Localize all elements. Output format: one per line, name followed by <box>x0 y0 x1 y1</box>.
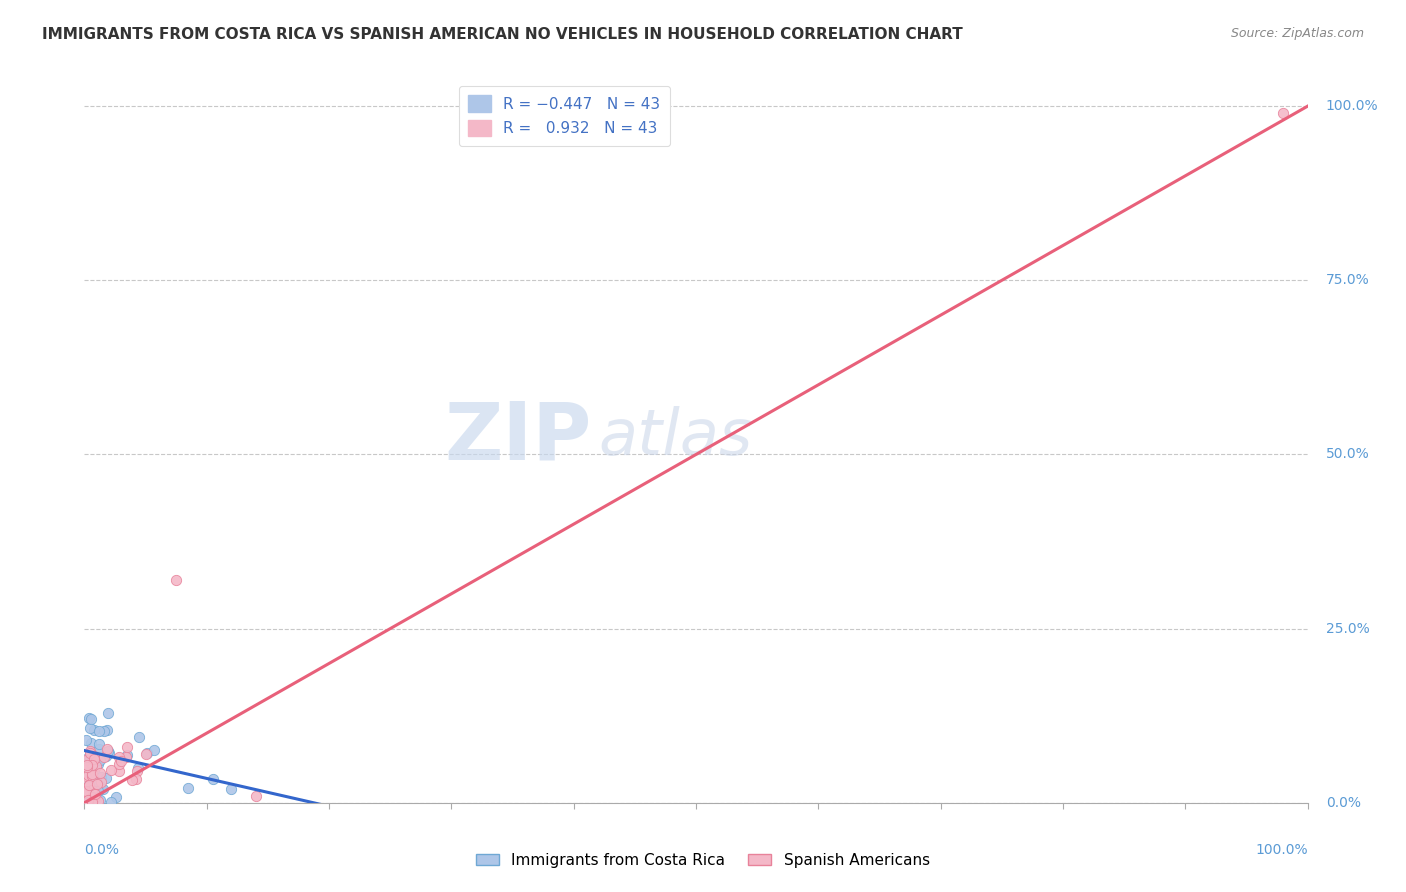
Point <box>96 742 118 756</box>
Point <box>135 747 157 761</box>
Point <box>77 765 100 780</box>
Point <box>1272 106 1295 120</box>
Point <box>86 794 108 808</box>
Point <box>80 766 103 780</box>
Point <box>83 763 105 777</box>
Point <box>80 790 103 805</box>
Point <box>245 789 267 803</box>
Point <box>86 777 108 791</box>
Point <box>125 772 148 786</box>
Point <box>177 780 200 795</box>
Point <box>96 723 118 737</box>
Point <box>97 744 120 758</box>
Point <box>83 749 105 764</box>
Point <box>76 758 98 772</box>
Point <box>90 775 112 789</box>
Text: ZIP: ZIP <box>444 398 592 476</box>
Point <box>75 752 97 766</box>
Point <box>94 772 117 786</box>
Point <box>76 760 98 774</box>
Point <box>84 758 107 772</box>
Point <box>77 778 100 792</box>
Point <box>110 754 132 768</box>
Point <box>201 772 224 787</box>
Text: 50.0%: 50.0% <box>1326 448 1369 461</box>
Point <box>165 573 187 587</box>
Point <box>87 757 110 772</box>
Point <box>91 782 114 797</box>
Point <box>79 752 101 766</box>
Point <box>83 790 105 805</box>
Point <box>87 783 110 797</box>
Text: 0.0%: 0.0% <box>84 843 120 857</box>
Point <box>87 742 110 756</box>
Point <box>82 758 104 772</box>
Point <box>127 764 149 778</box>
Legend: Immigrants from Costa Rica, Spanish Americans: Immigrants from Costa Rica, Spanish Amer… <box>470 847 936 873</box>
Point <box>75 753 97 767</box>
Text: 100.0%: 100.0% <box>1256 843 1308 857</box>
Point <box>75 732 97 747</box>
Point <box>93 724 115 739</box>
Text: 100.0%: 100.0% <box>1326 99 1378 113</box>
Point <box>90 770 112 784</box>
Point <box>79 721 101 735</box>
Text: 0.0%: 0.0% <box>1326 796 1361 810</box>
Point <box>136 747 159 761</box>
Point <box>87 724 110 739</box>
Point <box>128 730 150 744</box>
Point <box>89 753 111 767</box>
Point <box>142 743 165 757</box>
Point <box>84 773 107 788</box>
Point <box>115 740 138 755</box>
Point <box>121 773 143 788</box>
Point <box>97 706 120 720</box>
Point <box>100 763 122 777</box>
Point <box>77 767 100 781</box>
Point <box>94 748 117 763</box>
Point <box>108 749 131 764</box>
Point <box>75 784 97 798</box>
Point <box>127 761 149 775</box>
Point <box>90 780 112 795</box>
Point <box>98 746 121 760</box>
Point <box>89 737 111 751</box>
Point <box>89 766 111 780</box>
Point <box>108 756 131 771</box>
Point <box>82 791 104 805</box>
Legend: R = −0.447   N = 43, R =   0.932   N = 43: R = −0.447 N = 43, R = 0.932 N = 43 <box>458 87 669 145</box>
Point <box>80 794 103 808</box>
Point <box>82 795 104 809</box>
Point <box>105 790 128 805</box>
Text: IMMIGRANTS FROM COSTA RICA VS SPANISH AMERICAN NO VEHICLES IN HOUSEHOLD CORRELAT: IMMIGRANTS FROM COSTA RICA VS SPANISH AM… <box>42 27 963 42</box>
Point <box>77 711 100 725</box>
Point <box>79 744 101 758</box>
Point <box>80 782 103 797</box>
Point <box>77 779 100 793</box>
Point <box>115 748 138 763</box>
Point <box>115 749 138 764</box>
Point <box>75 785 97 799</box>
Point <box>76 795 98 809</box>
Point <box>77 779 100 793</box>
Point <box>108 764 131 779</box>
Point <box>83 723 105 737</box>
Point <box>79 748 101 763</box>
Point <box>77 793 100 807</box>
Point <box>75 769 97 783</box>
Point <box>80 712 103 726</box>
Text: 75.0%: 75.0% <box>1326 273 1369 287</box>
Point <box>83 787 105 801</box>
Point <box>93 749 115 764</box>
Point <box>80 735 103 749</box>
Point <box>80 769 103 783</box>
Text: 25.0%: 25.0% <box>1326 622 1369 636</box>
Point <box>79 746 101 760</box>
Text: Source: ZipAtlas.com: Source: ZipAtlas.com <box>1230 27 1364 40</box>
Text: atlas: atlas <box>598 406 752 468</box>
Point <box>89 792 111 806</box>
Point <box>83 751 105 765</box>
Point <box>219 782 242 797</box>
Point <box>100 795 122 809</box>
